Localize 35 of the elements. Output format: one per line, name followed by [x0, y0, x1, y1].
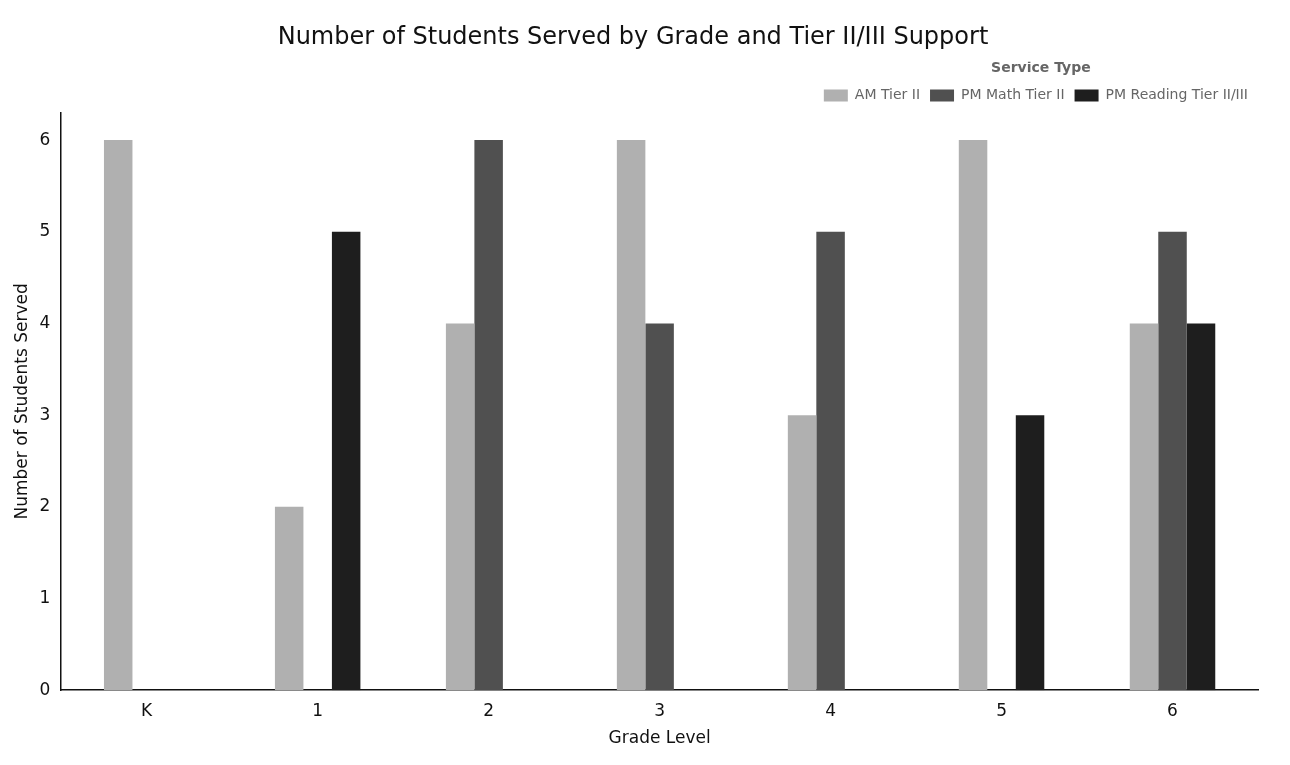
- x-tick-label: 5: [996, 699, 1007, 720]
- bar: [1158, 231, 1187, 691]
- bar: [616, 140, 646, 691]
- x-tick-label: K: [141, 699, 154, 720]
- legend-label: PM Reading Tier II/III: [1105, 86, 1249, 103]
- y-tick-label: 4: [39, 311, 51, 332]
- x-tick-label: 2: [483, 699, 495, 720]
- bar: [474, 140, 503, 691]
- bar: [816, 231, 845, 691]
- bar: [1129, 323, 1159, 691]
- legend-label: AM Tier II: [854, 86, 921, 103]
- y-tick-label: 2: [39, 495, 51, 516]
- y-tick-label: 3: [39, 403, 51, 424]
- y-axis-title: Number of Students Served: [10, 283, 31, 520]
- y-tick-label: 1: [39, 586, 51, 607]
- bar: [103, 140, 133, 691]
- y-tick-label: 5: [39, 220, 51, 241]
- x-tick-label: 1: [312, 699, 324, 720]
- x-tick-label: 6: [1167, 699, 1178, 720]
- bar: [331, 231, 361, 691]
- bar: [1186, 323, 1216, 691]
- legend-title: Service Type: [991, 59, 1091, 76]
- x-tick-label: 3: [654, 699, 666, 720]
- legend-label: PM Math Tier II: [961, 86, 1065, 103]
- bar: [274, 506, 304, 691]
- x-axis-title: Grade Level: [608, 727, 711, 748]
- bar: [958, 140, 988, 691]
- y-tick-label: 6: [39, 128, 51, 149]
- bar: [1015, 415, 1045, 691]
- bar: [787, 415, 817, 691]
- y-tick-label: 0: [39, 678, 51, 699]
- bar: [645, 323, 674, 691]
- bar: [445, 323, 475, 691]
- x-tick-label: 4: [825, 699, 836, 720]
- chart-title: Number of Students Served by Grade and Tier II/III Support: [277, 21, 989, 50]
